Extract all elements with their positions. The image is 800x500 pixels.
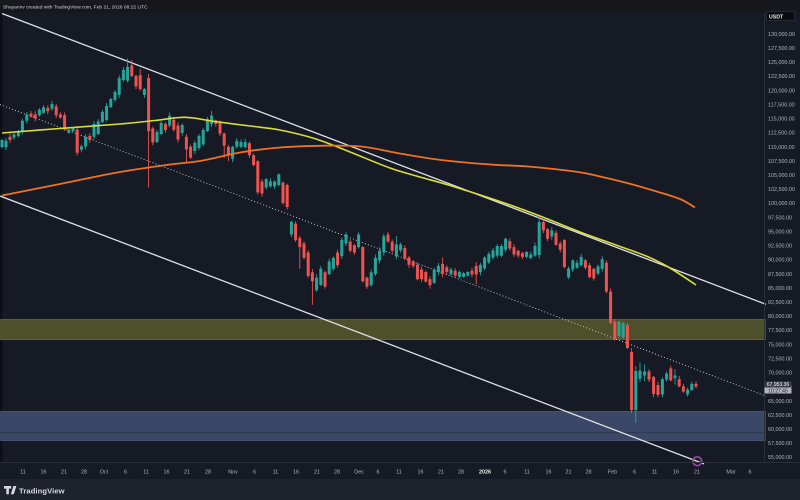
svg-text:125,000.00: 125,000.00 xyxy=(768,60,795,66)
svg-text:72,500.00: 72,500.00 xyxy=(768,356,792,362)
svg-text:6: 6 xyxy=(377,470,380,476)
svg-text:122,500.00: 122,500.00 xyxy=(768,74,795,80)
svg-text:11: 11 xyxy=(652,470,658,476)
svg-text:90,000.00: 90,000.00 xyxy=(768,258,792,264)
svg-text:21: 21 xyxy=(61,470,67,476)
svg-text:11: 11 xyxy=(524,470,530,476)
svg-text:Mar: Mar xyxy=(726,470,735,476)
svg-text:USDT: USDT xyxy=(769,15,784,21)
svg-text:6: 6 xyxy=(253,470,256,476)
svg-text:65,000.00: 65,000.00 xyxy=(768,399,792,405)
svg-text:117,500.00: 117,500.00 xyxy=(768,102,795,108)
svg-text:Feb: Feb xyxy=(608,470,617,476)
svg-text:Oct: Oct xyxy=(100,470,109,476)
svg-text:2026: 2026 xyxy=(479,470,491,476)
svg-text:110,000.00: 110,000.00 xyxy=(768,145,795,151)
svg-text:75,000.00: 75,000.00 xyxy=(768,342,792,348)
svg-text:16: 16 xyxy=(673,470,679,476)
svg-text:85,000.00: 85,000.00 xyxy=(768,286,792,292)
svg-text:115,000.00: 115,000.00 xyxy=(768,117,795,123)
svg-text:21: 21 xyxy=(438,470,444,476)
svg-text:77,500.00: 77,500.00 xyxy=(768,328,792,334)
svg-text:11: 11 xyxy=(273,470,279,476)
svg-text:Nov: Nov xyxy=(228,470,238,476)
svg-text:Dec: Dec xyxy=(354,470,364,476)
svg-text:28: 28 xyxy=(586,470,592,476)
svg-text:11: 11 xyxy=(143,470,149,476)
svg-text:21: 21 xyxy=(694,470,700,476)
svg-text:100,000.00: 100,000.00 xyxy=(768,201,795,207)
svg-text:16: 16 xyxy=(164,470,170,476)
svg-text:70,000.00: 70,000.00 xyxy=(768,371,792,377)
svg-text:80,000.00: 80,000.00 xyxy=(768,314,792,320)
svg-text:28: 28 xyxy=(81,470,87,476)
svg-text:16: 16 xyxy=(293,470,299,476)
svg-text:Shayannv created with TradingV: Shayannv created with TradingView.com, F… xyxy=(3,5,148,11)
svg-text:112,500.00: 112,500.00 xyxy=(768,131,795,137)
svg-text:60,000.00: 60,000.00 xyxy=(768,427,792,433)
svg-text:21: 21 xyxy=(314,470,320,476)
svg-text:TradingView: TradingView xyxy=(19,486,65,495)
svg-text:6: 6 xyxy=(749,470,752,476)
svg-text:6: 6 xyxy=(504,470,507,476)
svg-text:127,500.00: 127,500.00 xyxy=(768,46,795,52)
svg-text:10:27:45: 10:27:45 xyxy=(768,388,788,394)
svg-text:97,500.00: 97,500.00 xyxy=(768,215,792,221)
svg-text:21: 21 xyxy=(566,470,572,476)
svg-text:107,500.00: 107,500.00 xyxy=(768,159,795,165)
svg-text:57,500.00: 57,500.00 xyxy=(768,441,792,447)
svg-text:120,000.00: 120,000.00 xyxy=(768,88,795,94)
svg-text:16: 16 xyxy=(546,470,552,476)
svg-text:16: 16 xyxy=(41,470,47,476)
svg-text:95,000.00: 95,000.00 xyxy=(768,229,792,235)
svg-text:55,000.00: 55,000.00 xyxy=(768,455,792,461)
svg-text:102,500.00: 102,500.00 xyxy=(768,187,795,193)
svg-text:11: 11 xyxy=(396,470,402,476)
svg-text:62,500.00: 62,500.00 xyxy=(768,413,792,419)
svg-text:6: 6 xyxy=(124,470,127,476)
svg-text:21: 21 xyxy=(184,470,190,476)
svg-text:16: 16 xyxy=(418,470,424,476)
svg-text:6: 6 xyxy=(633,470,636,476)
svg-text:28: 28 xyxy=(458,470,464,476)
svg-text:11: 11 xyxy=(20,470,26,476)
svg-text:82,500.00: 82,500.00 xyxy=(768,300,792,306)
svg-text:87,500.00: 87,500.00 xyxy=(768,272,792,278)
svg-text:28: 28 xyxy=(205,470,211,476)
svg-text:92,500.00: 92,500.00 xyxy=(768,244,792,250)
svg-text:28: 28 xyxy=(334,470,340,476)
svg-text:105,000.00: 105,000.00 xyxy=(768,173,795,179)
svg-text:67,953.36: 67,953.36 xyxy=(767,382,789,388)
svg-text:130,000.00: 130,000.00 xyxy=(768,32,795,38)
